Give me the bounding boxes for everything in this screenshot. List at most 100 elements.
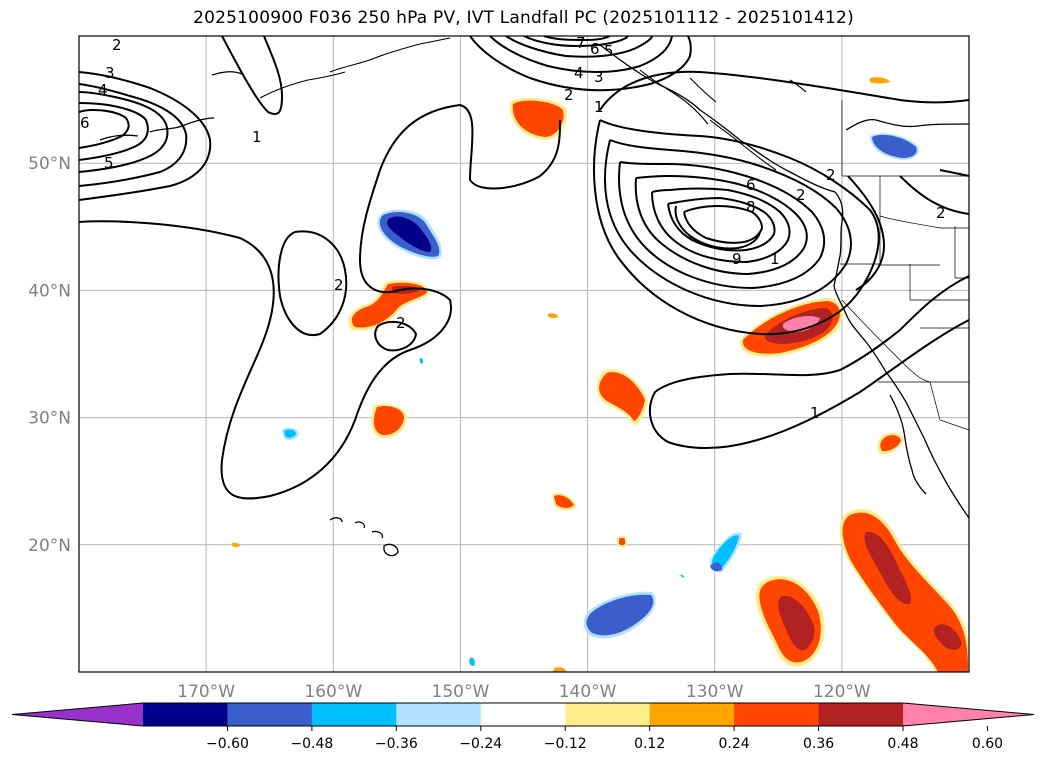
map-title: 2025100900 F036 250 hPa PV, IVT Landfall… [193, 8, 854, 28]
pv-contour-west-3 [79, 83, 188, 187]
colorbar-tick-label: −0.48 [290, 736, 333, 752]
longitude-label: 160°W [304, 682, 362, 702]
positive-anomaly-138w-24n [552, 492, 577, 511]
positive-anomaly-south-east-1 [755, 575, 825, 667]
pv-label: 3 [594, 68, 604, 86]
colorbar-outline [11, 702, 1035, 727]
pv-contour-east-2 [593, 119, 880, 336]
pv-contour-far-east-2 [939, 169, 969, 177]
longitude-label: 170°W [177, 682, 235, 702]
pv-contour-north-alaska-5 [543, 36, 611, 42]
colorbar-tick-label: −0.24 [459, 736, 502, 752]
longitude-labels: 170°W 160°W 150°W 140°W 130°W 120°W [177, 682, 871, 702]
pv-contour-north-alaska-2 [489, 36, 673, 73]
pv-label: 6 [590, 40, 600, 58]
pv-contour-east-3 [603, 139, 852, 308]
latitude-label: 40°N [28, 281, 71, 301]
map-background [79, 36, 969, 672]
colorbar: −0.60 −0.48 −0.36 −0.24 −0.12 0.12 0.24 0.36 0.4… [11, 702, 1035, 752]
colorbar-segment [480, 703, 566, 726]
pv-label: 1 [594, 98, 604, 116]
pv-label: 4 [574, 64, 584, 82]
pv-label: 3 [105, 64, 115, 82]
colorbar-tick-label: 0.48 [887, 736, 918, 752]
ivt-shading [232, 77, 969, 672]
negative-anomaly-small [419, 358, 684, 666]
pv-contour-west-4 [79, 91, 169, 173]
negative-anomaly-165w-29n [282, 427, 299, 441]
colorbar-segment [565, 703, 651, 726]
pv-label: 5 [104, 154, 114, 172]
colorbar-tick-label: −0.60 [206, 736, 249, 752]
pv-label: 2 [396, 314, 406, 332]
latitude-label: 30°N [28, 409, 71, 429]
colorbar-segment [649, 703, 735, 726]
pv-contour-small-loop [374, 320, 418, 352]
pv-label: 5 [604, 42, 614, 60]
alaska-coast-islands [259, 37, 807, 171]
pv-label: 7 [576, 34, 586, 52]
colorbar-segment [396, 703, 482, 726]
colorbar-tick-label: −0.36 [375, 736, 418, 752]
pv-contours [79, 36, 969, 500]
pv-label: 2 [826, 166, 836, 184]
pv-contour-east-4 [618, 161, 826, 290]
pv-contour-west-2 [79, 71, 212, 201]
pv-label: 1 [770, 250, 780, 268]
colorbar-tick-label: 0.24 [719, 736, 750, 752]
positive-anomaly-135w-33n [596, 369, 648, 426]
pv-contour-east-9 [674, 205, 761, 250]
colorbar-tick-label: 0.12 [634, 736, 665, 752]
longitude-label: 150°W [432, 682, 490, 702]
pv-label: 9 [732, 250, 742, 268]
positive-anomaly-north-central [509, 97, 567, 140]
pv-contour-east-5 [634, 174, 808, 276]
negative-anomaly-north-pacific [377, 209, 442, 260]
pv-contour-north-1 [221, 36, 284, 115]
pv-contour-east-8 [683, 204, 764, 244]
pv-label: 2 [796, 186, 806, 204]
latitude-label: 50°N [28, 154, 71, 174]
pv-label: 2 [112, 36, 122, 54]
pv-contour-east-1-south [648, 275, 969, 449]
pv-contour-east-6 [651, 187, 791, 264]
negative-anomaly-south-central [583, 591, 656, 639]
colorbar-segment [311, 703, 397, 726]
map-frame [78, 35, 970, 673]
pv-label: 8 [746, 198, 756, 216]
state-borders [840, 100, 969, 431]
colorbar-segment [227, 703, 313, 726]
colorbar-extend-high [903, 703, 1034, 726]
colorbar-segment [143, 703, 228, 726]
pv-contour-east-outer [847, 175, 886, 291]
pv-label: 2 [936, 204, 946, 222]
latitude-labels: 50°N 40°N 30°N 20°N [28, 154, 71, 556]
positive-anomaly-small [232, 313, 566, 672]
pv-label: 6 [80, 114, 90, 132]
negative-anomaly-northeast-52n [870, 133, 920, 160]
pv-contour-labels: 2 3 4 6 5 1 2 2 7 6 5 4 3 2 1 6 8 9 1 2 … [80, 34, 946, 422]
colorbar-tick-label: 0.36 [803, 736, 834, 752]
colorbar-tick-label: −0.12 [544, 736, 587, 752]
pv-label: 2 [334, 276, 344, 294]
pv-contour-north-alaska-3 [505, 36, 653, 58]
pv-contour-east-7 [667, 196, 776, 252]
positive-anomaly-baja [877, 432, 904, 455]
colorbar-segment [818, 703, 904, 726]
longitude-label: 130°W [686, 682, 744, 702]
positive-anomaly-south-east-2 [839, 509, 969, 672]
pv-contour-north-alaska-1 [469, 36, 692, 92]
pv-contour-west-5 [79, 102, 149, 161]
colorbar-extend-low [12, 703, 143, 726]
pv-label: 1 [810, 404, 820, 422]
pv-contour-north-alaska-4 [523, 36, 629, 48]
pv-contour-inner-loop [277, 230, 348, 337]
negative-anomaly-132w-20n [709, 532, 742, 573]
positive-anomaly-136w-20n [617, 536, 627, 547]
longitude-label: 120°W [813, 682, 871, 702]
positive-anomaly-30n [371, 404, 407, 439]
pv-contour-west-6 [79, 108, 130, 149]
longitude-label: 140°W [559, 682, 617, 702]
colorbar-segment [734, 703, 820, 726]
